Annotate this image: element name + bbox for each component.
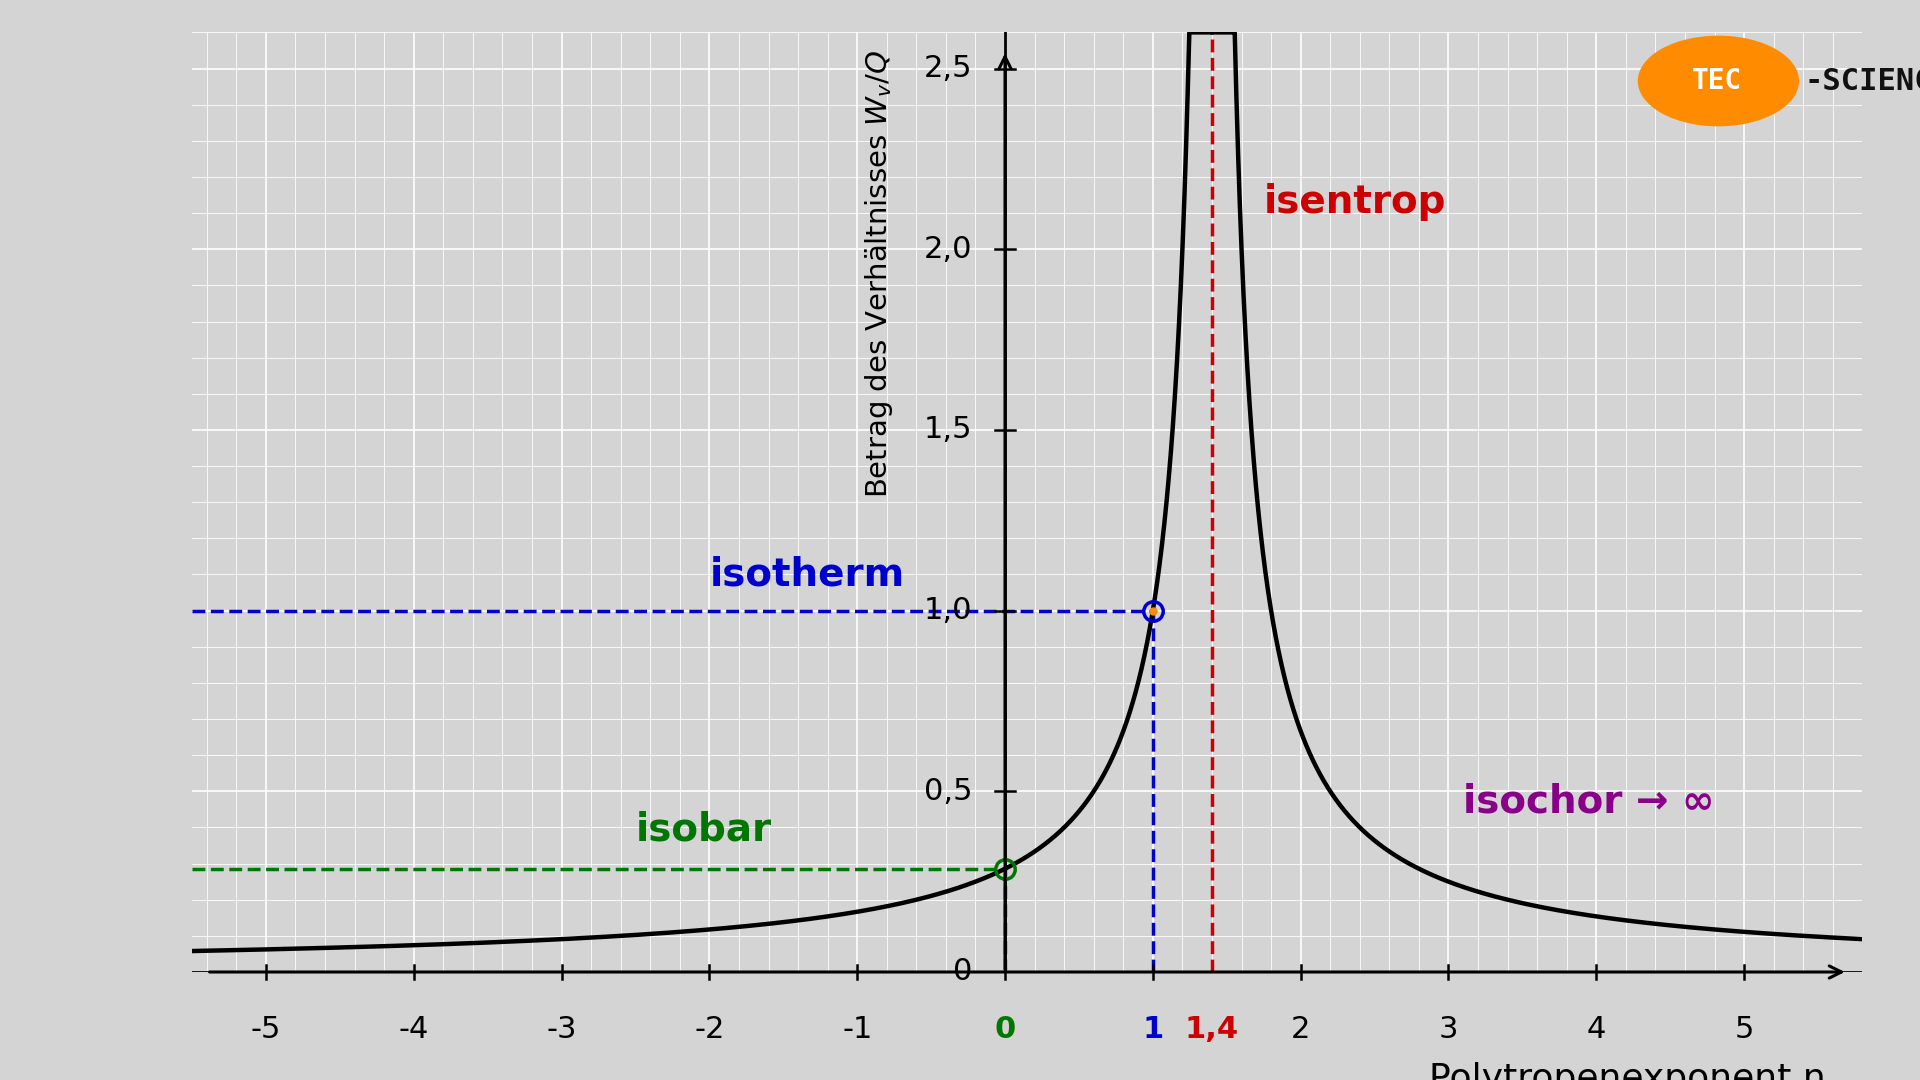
Text: -SCIENCE: -SCIENCE (1805, 67, 1920, 95)
Text: 0,5: 0,5 (924, 777, 973, 806)
Text: -5: -5 (252, 1015, 280, 1044)
Text: isobar: isobar (636, 810, 772, 848)
Text: -3: -3 (547, 1015, 576, 1044)
Text: 5: 5 (1734, 1015, 1753, 1044)
Text: 1,5: 1,5 (924, 416, 973, 445)
Text: 2,0: 2,0 (924, 234, 973, 264)
Text: 1: 1 (1142, 1015, 1164, 1044)
Text: isotherm: isotherm (708, 555, 904, 593)
Text: 3: 3 (1438, 1015, 1459, 1044)
Text: Betrag des Verhältnisses $W_v/Q$: Betrag des Verhältnisses $W_v/Q$ (864, 51, 895, 498)
Text: 4: 4 (1586, 1015, 1605, 1044)
Text: 0: 0 (952, 958, 973, 986)
Text: 2: 2 (1290, 1015, 1309, 1044)
Text: 2,5: 2,5 (924, 54, 973, 83)
Text: TEC: TEC (1692, 67, 1741, 95)
Text: Polytropenexponent n: Polytropenexponent n (1428, 1063, 1826, 1080)
Text: 1,0: 1,0 (924, 596, 973, 625)
Text: -2: -2 (695, 1015, 724, 1044)
Text: isentrop: isentrop (1263, 184, 1446, 221)
Text: 1,4: 1,4 (1185, 1015, 1238, 1044)
Text: isochor → ∞: isochor → ∞ (1463, 783, 1715, 821)
Text: -1: -1 (843, 1015, 872, 1044)
Text: -4: -4 (399, 1015, 428, 1044)
Text: 0: 0 (995, 1015, 1016, 1044)
